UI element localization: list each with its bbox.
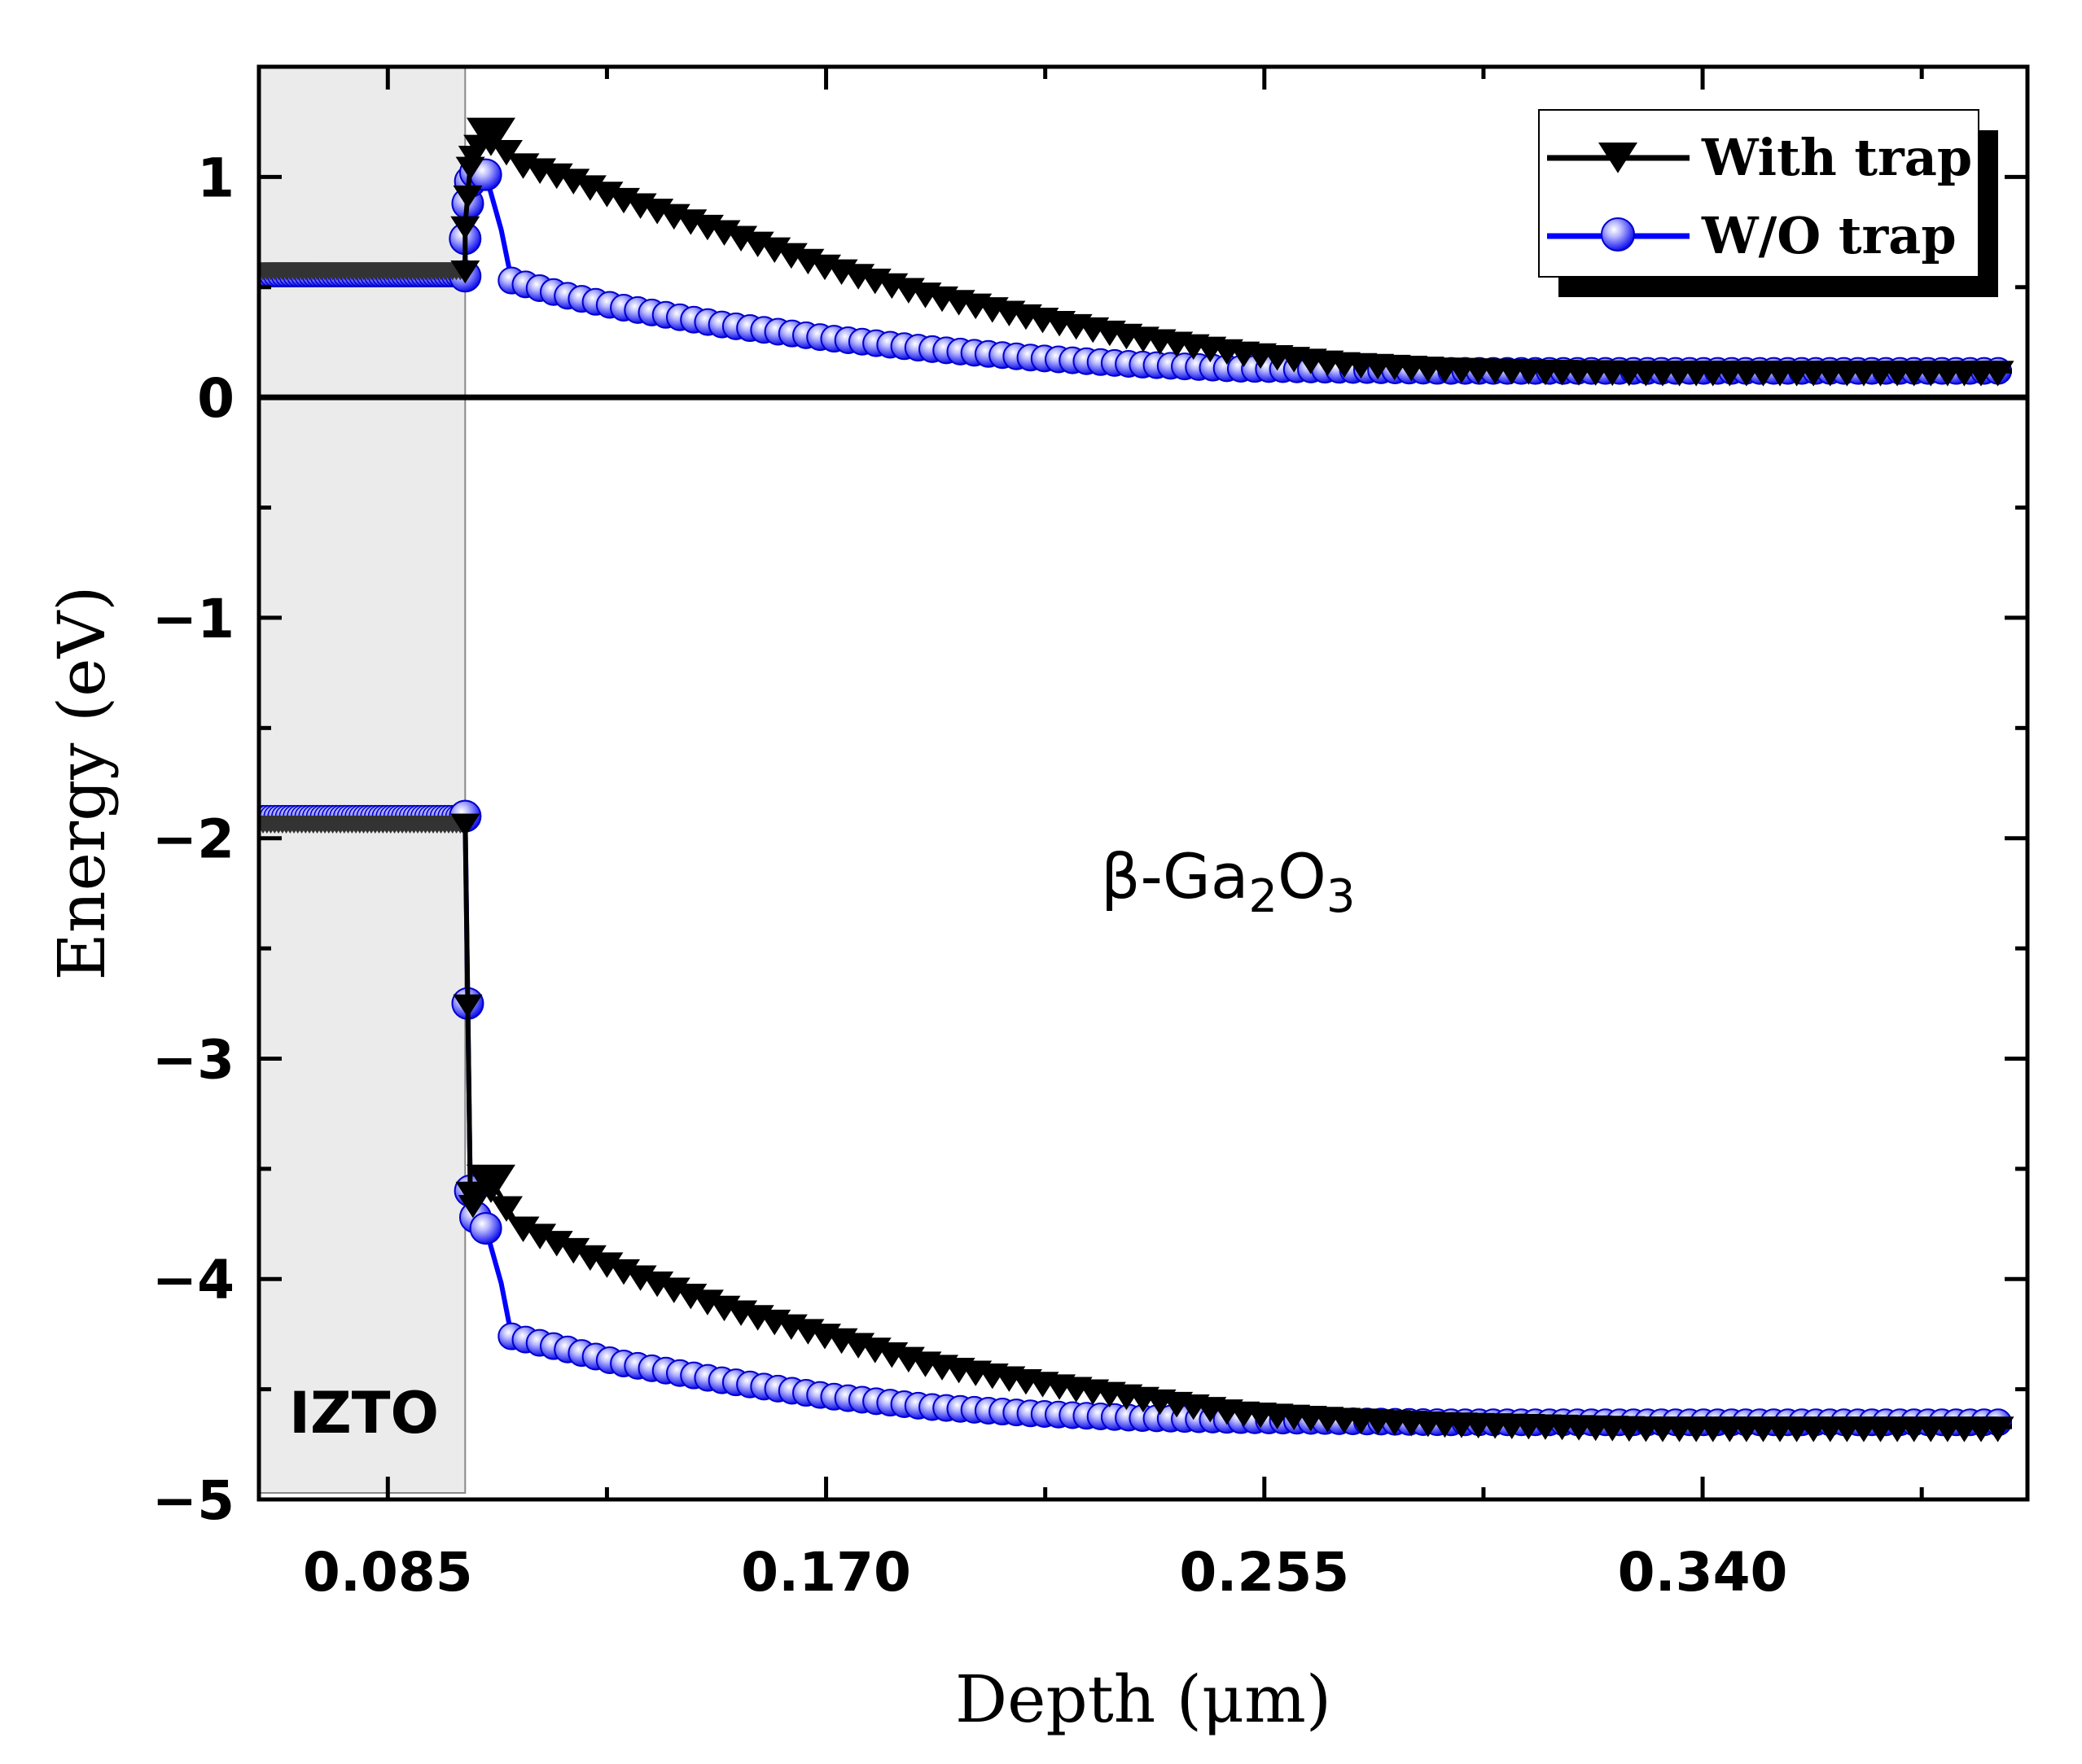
data-point [590,1252,624,1278]
legend-label-without-trap: W/O trap [1701,206,1957,265]
data-point [1981,1416,2014,1442]
data-point [466,117,515,156]
series-0-conduction_band [259,117,2014,387]
data-point [453,994,483,1018]
data-point [524,1223,557,1250]
data-point [450,813,480,837]
data-point [573,1245,607,1272]
x-tick-label: 0.170 [741,1541,911,1604]
data-point [557,169,590,195]
y-tick-label: 1 [197,147,234,209]
x-tick-label: 0.340 [1618,1541,1788,1604]
data-point [1981,361,2014,387]
material-label-mid: O [1278,840,1326,913]
data-point [450,216,480,240]
data-point [506,1216,540,1242]
data-point [573,175,607,201]
material-label-base: β-Ga [1101,840,1248,913]
x-axis-title: Depth (μm) [955,1661,1331,1737]
legend-marker-with-trap [1598,142,1637,173]
y-tick-label: −3 [152,1028,234,1091]
data-point [540,1231,573,1257]
material-label-sub1: 2 [1248,870,1278,923]
data-point [469,1211,502,1245]
series-0-valence_band [259,813,2014,1442]
y-tick-label: −1 [152,588,234,650]
tick-layer: 0.085 0.170 0.255 0.340 1 0 −1 −2 −3 −4 −5 [152,67,2027,1604]
y-tick-label: −2 [152,808,234,871]
series-layer [259,117,2014,1442]
data-point [489,1196,523,1222]
legend: With trap W/O trap [1538,109,1998,297]
x-tick-label: 0.085 [303,1541,473,1604]
data-point [450,260,480,284]
legend-marker-without-trap [1601,217,1635,252]
data-point [557,1237,590,1264]
data-point [455,156,485,180]
legend-label-with-trap: With trap [1701,128,1972,187]
data-point [466,1164,515,1203]
data-point [489,139,523,166]
izto-region [258,66,467,1494]
y-axis-title: Energy (eV) [44,586,120,981]
y-tick-label: 0 [197,367,234,430]
material-label-sub2: 3 [1326,870,1356,923]
material-label: β-Ga2O3 [1101,840,1356,923]
y-tick-label: −5 [152,1469,234,1532]
y-tick-label: −4 [152,1249,234,1311]
plot-frame [256,64,2030,1502]
data-point [453,185,483,209]
x-tick-label: 0.255 [1179,1541,1349,1604]
izto-label: IZTO [289,1380,439,1447]
